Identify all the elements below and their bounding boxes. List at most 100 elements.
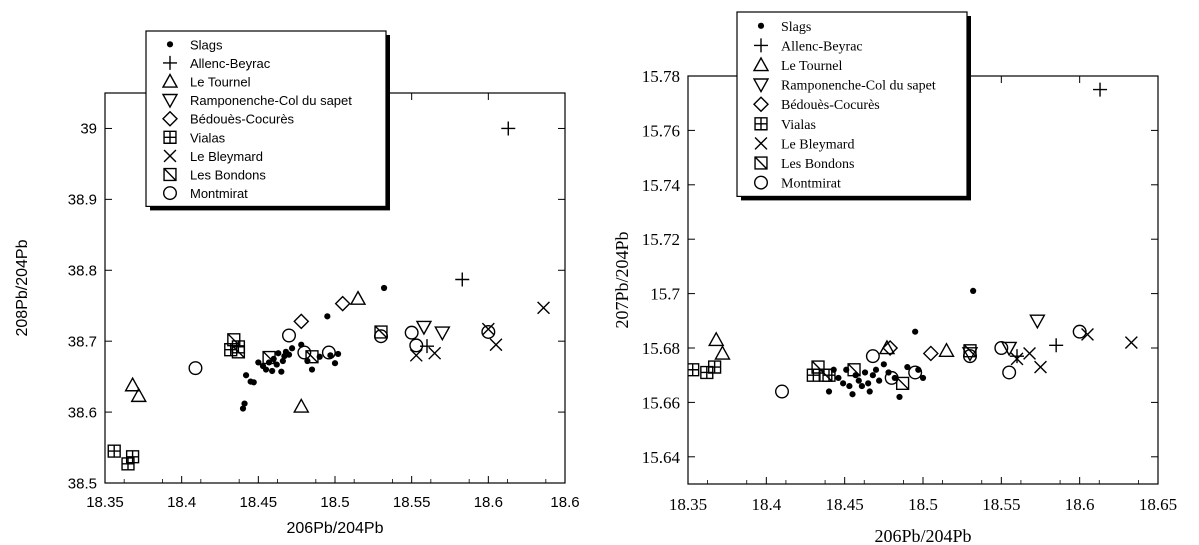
point-slags <box>865 380 872 387</box>
point-slags <box>880 361 887 368</box>
series-le-tournel <box>708 331 955 360</box>
point-montmirat <box>282 328 297 343</box>
point-vialas <box>121 457 135 471</box>
series-allenc-beyrac <box>1010 82 1108 364</box>
legend-marker-les-bondons <box>754 156 768 170</box>
x-tick-label: 18.55 <box>982 495 1020 514</box>
y-tick-label: 38.6 <box>68 404 97 421</box>
legend-label: Les Bondons <box>781 157 855 172</box>
legend-marker-slags <box>166 41 174 48</box>
point-allenc-beyrac <box>1049 338 1064 353</box>
data-points <box>688 82 1138 401</box>
legend-item-bedoues-cocures: Bédouès-Cocurès <box>753 96 880 113</box>
point-montmirat <box>481 324 496 339</box>
point-montmirat <box>884 370 899 385</box>
point-bedoues-cocures <box>922 345 939 362</box>
legend-label: Allenc-Beyrac <box>781 39 863 54</box>
point-le-tournel <box>124 376 141 392</box>
legend-label: Le Bleymard <box>190 149 263 164</box>
point-slags <box>327 352 334 359</box>
point-montmirat <box>404 325 419 340</box>
y-axis-label: 208Pb/204Pb <box>14 239 31 336</box>
legend-item-allenc-beyrac: Allenc-Beyrac <box>163 55 271 71</box>
point-slags <box>970 287 977 294</box>
point-slags <box>262 366 270 373</box>
legend-item-montmirat: Montmirat <box>162 186 248 201</box>
y-tick-label: 15.72 <box>642 230 680 249</box>
series-slags <box>825 287 977 401</box>
point-slags <box>334 350 342 358</box>
point-slags <box>919 374 927 382</box>
point-slags <box>912 328 919 335</box>
point-les-bondons <box>262 350 276 365</box>
point-slags <box>242 372 250 379</box>
point-slags <box>279 357 286 365</box>
legend-marker-le-bleymard <box>163 149 177 163</box>
point-allenc-beyrac <box>501 121 516 136</box>
legend-marker-les-bondons <box>163 167 177 182</box>
legend-marker-bedoues-cocures <box>162 110 178 127</box>
point-le-bleymard <box>409 348 423 362</box>
series-allenc-beyrac <box>420 121 516 354</box>
point-slags <box>250 379 257 386</box>
series-le-bleymard <box>409 301 550 362</box>
point-le-bleymard <box>1034 360 1047 374</box>
x-tick-label: 18.6 <box>474 494 503 511</box>
y-tick-label: 38.8 <box>68 263 97 280</box>
legend-label: Bédouès-Cocurès <box>781 98 880 113</box>
point-slags <box>269 367 276 375</box>
point-le-tournel <box>293 397 310 413</box>
point-ramponenche-col-du-sapet <box>434 326 451 342</box>
legend-label: Ramponenche-Col du sapet <box>190 93 352 108</box>
x-tick-label: 18.5 <box>908 495 938 514</box>
y-tick-label: 39 <box>80 121 97 138</box>
y-tick-label: 38.9 <box>68 192 97 209</box>
series-montmirat <box>188 324 496 376</box>
series-vialas <box>107 340 246 471</box>
y-tick-label: 38.7 <box>68 333 97 350</box>
legend-item-le-tournel: Le Tournel <box>752 56 842 74</box>
point-slags <box>904 363 911 371</box>
point-slags <box>876 377 883 384</box>
legend-item-ramponenche-col-du-sapet: Ramponenche-Col du sapet <box>161 93 352 109</box>
point-les-bondons <box>231 345 246 359</box>
point-les-bondons <box>847 363 861 377</box>
x-tick-label: 18.35 <box>86 494 124 511</box>
point-montmirat <box>865 349 880 364</box>
point-slags <box>869 372 876 379</box>
x-tick-label: 18.6 <box>1065 495 1095 514</box>
legend-label: Les Bondons <box>190 168 266 183</box>
point-vialas <box>125 450 140 464</box>
legend-label: Vialas <box>781 118 816 133</box>
series-le-bleymard <box>1010 327 1138 374</box>
point-montmirat <box>321 345 336 360</box>
series-slags <box>239 284 388 412</box>
point-le-tournel <box>130 387 147 403</box>
legend-item-slags: Slags <box>166 37 223 52</box>
legend-item-bedoues-cocures: Bédouès-Cocurès <box>162 110 295 127</box>
legend-marker-vialas <box>163 130 177 144</box>
y-tick-label: 15.68 <box>642 339 680 358</box>
legend-item-montmirat: Montmirat <box>754 175 841 192</box>
point-allenc-beyrac <box>1010 349 1024 364</box>
point-slags <box>896 393 903 401</box>
point-slags <box>858 382 866 390</box>
point-slags <box>239 405 247 412</box>
point-montmirat <box>1072 324 1087 339</box>
point-montmirat <box>188 361 203 376</box>
point-le-bleymard <box>537 301 550 315</box>
point-slags <box>270 355 277 363</box>
legend-label: Bédouès-Cocurès <box>190 112 295 127</box>
point-montmirat <box>1002 365 1017 380</box>
point-montmirat <box>994 341 1009 356</box>
point-slags <box>324 313 331 320</box>
legend-item-vialas: Vialas <box>163 130 226 145</box>
point-slags <box>331 360 339 367</box>
x-axis-label: 206Pb/204Pb <box>287 520 384 537</box>
legend-marker-allenc-beyrac <box>754 38 768 53</box>
point-slags <box>855 377 862 384</box>
x-tick-label: 18.4 <box>751 495 781 514</box>
point-slags <box>861 369 869 376</box>
legend-item-ramponenche-col-du-sapet: Ramponenche-Col du sapet <box>752 78 936 94</box>
legend-marker-bedoues-cocures <box>753 96 769 113</box>
